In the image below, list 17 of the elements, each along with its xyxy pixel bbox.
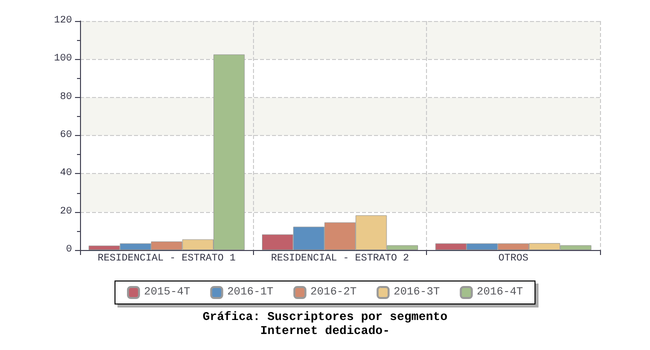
x-tick-label: RESIDENCIAL - ESTRATO 1 <box>98 254 236 264</box>
x-tick-label: RESIDENCIAL - ESTRATO 2 <box>270 254 410 264</box>
x-tick-label: OTROS <box>498 254 528 264</box>
y-tick-label: 120 <box>54 16 72 26</box>
legend-label: 2016-3T <box>394 286 440 298</box>
y-tick-label: 0 <box>66 244 72 256</box>
text: Gráfica: Suscriptores por segmento <box>202 310 448 324</box>
legend-label: 2016-2T <box>310 286 358 298</box>
y-tick-label: 100 <box>54 54 72 65</box>
legend-label: 2016-1T <box>227 286 274 298</box>
legend-label: 2016-4T <box>476 286 524 298</box>
text: Internet dedicado- <box>260 324 390 338</box>
y-tick-label: 40 <box>60 168 72 180</box>
y-tick-label: 80 <box>60 92 72 103</box>
y-tick-label: 20 <box>60 206 72 218</box>
legend-label: 2015-4T <box>144 286 191 298</box>
y-tick-label: 60 <box>60 130 72 141</box>
